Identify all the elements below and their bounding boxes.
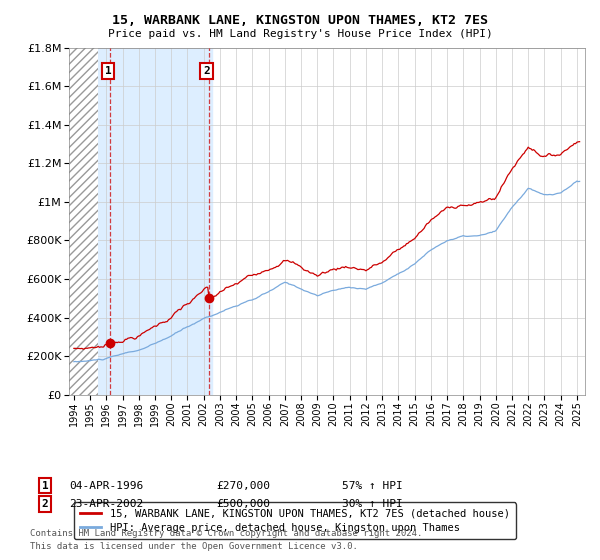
Text: 2: 2 xyxy=(203,66,210,76)
Text: 57% ↑ HPI: 57% ↑ HPI xyxy=(342,480,403,491)
Text: £270,000: £270,000 xyxy=(216,480,270,491)
Text: Contains HM Land Registry data © Crown copyright and database right 2024.: Contains HM Land Registry data © Crown c… xyxy=(30,529,422,538)
Text: 2: 2 xyxy=(41,499,49,509)
Bar xyxy=(98,48,212,395)
Text: This data is licensed under the Open Government Licence v3.0.: This data is licensed under the Open Gov… xyxy=(30,542,358,550)
Text: 04-APR-1996: 04-APR-1996 xyxy=(69,480,143,491)
Text: 30% ↑ HPI: 30% ↑ HPI xyxy=(342,499,403,509)
Text: Price paid vs. HM Land Registry's House Price Index (HPI): Price paid vs. HM Land Registry's House … xyxy=(107,29,493,39)
Text: 15, WARBANK LANE, KINGSTON UPON THAMES, KT2 7ES: 15, WARBANK LANE, KINGSTON UPON THAMES, … xyxy=(112,14,488,27)
Legend: 15, WARBANK LANE, KINGSTON UPON THAMES, KT2 7ES (detached house), HPI: Average p: 15, WARBANK LANE, KINGSTON UPON THAMES, … xyxy=(74,502,516,539)
Text: 1: 1 xyxy=(41,480,49,491)
Text: £500,000: £500,000 xyxy=(216,499,270,509)
Text: 1: 1 xyxy=(104,66,112,76)
Text: 23-APR-2002: 23-APR-2002 xyxy=(69,499,143,509)
Bar xyxy=(69,48,98,395)
